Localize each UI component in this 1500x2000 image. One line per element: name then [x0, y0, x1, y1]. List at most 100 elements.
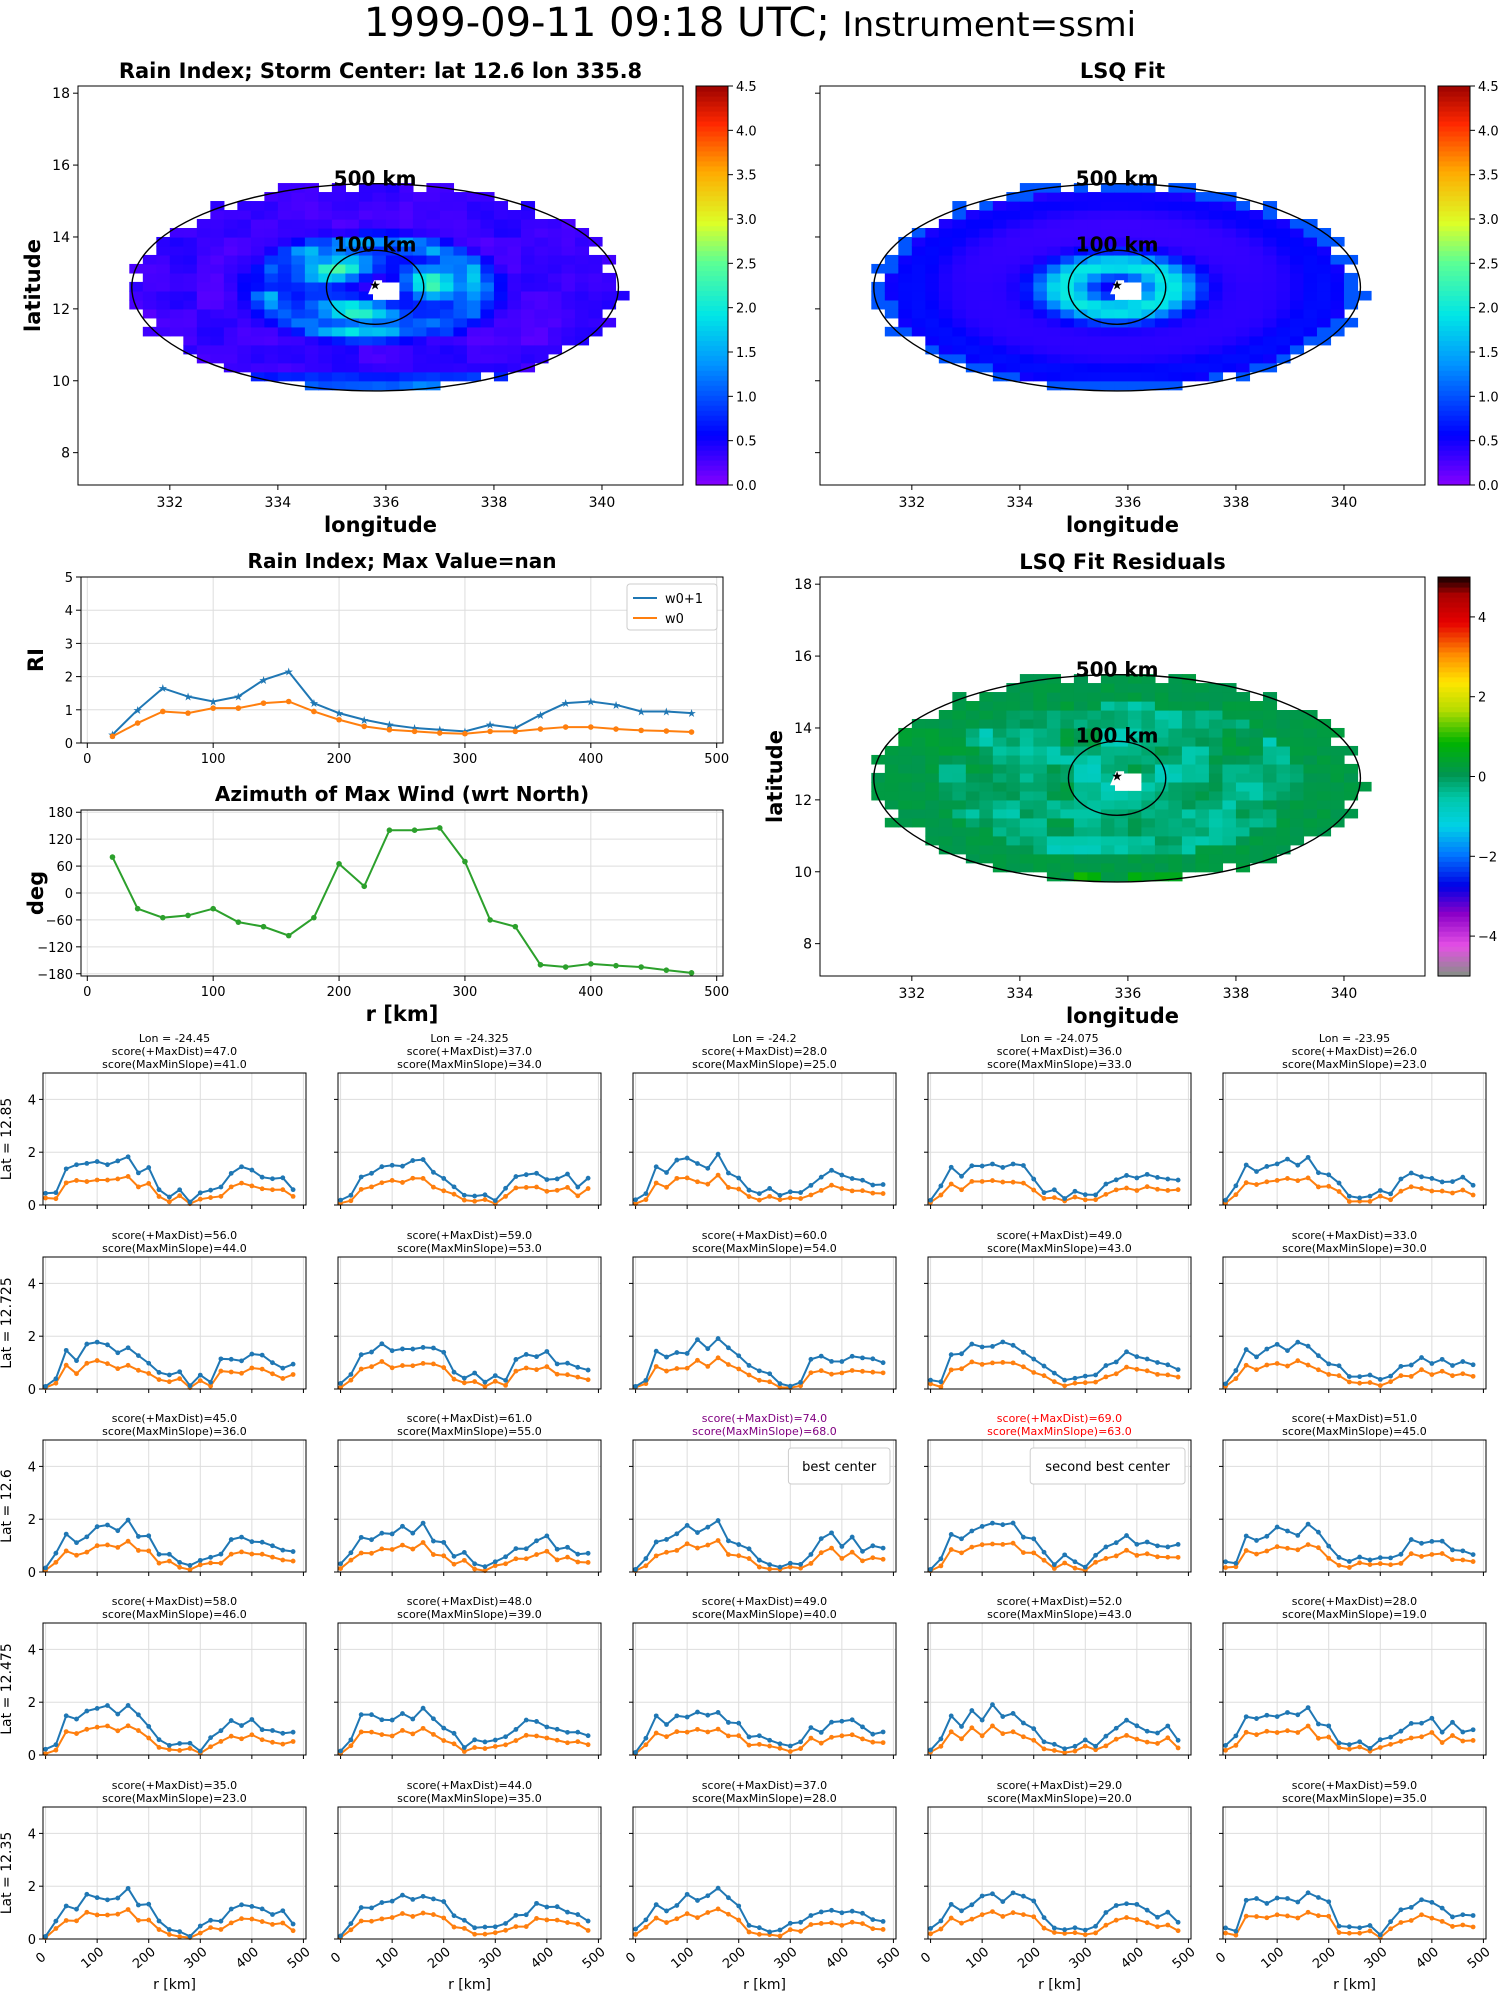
small-series-1-point: [389, 1162, 395, 1168]
residual-map-cell: [898, 754, 913, 765]
rain-map-cell: [561, 326, 576, 337]
residual-map-cell: [1154, 862, 1170, 873]
small-series-1-point: [705, 1712, 711, 1718]
lsq-map-cell: [871, 281, 886, 292]
lsq-map-cell: [1303, 254, 1318, 265]
small-series-0-point: [259, 1366, 265, 1372]
rain-map-cell: [264, 236, 279, 247]
lsq-map-cell: [979, 236, 994, 247]
rain-map-cell: [169, 317, 184, 328]
residual-map-cell: [1033, 790, 1048, 801]
rain-map-cell: [358, 201, 373, 211]
rain-map-cell: [507, 236, 522, 247]
rain-map-cell: [399, 281, 414, 292]
small-series-0-point: [767, 1566, 773, 1572]
small-series-1-point: [270, 1543, 275, 1549]
small-series-0-point: [239, 1916, 244, 1922]
residual-map-cell: [1006, 853, 1021, 864]
rain-map-cell: [534, 254, 549, 265]
lsq-map-cell: [1087, 299, 1102, 310]
lsq-map-cell: [1168, 219, 1183, 229]
residual-map-cell: [925, 736, 940, 747]
residual-map-cell: [1073, 745, 1088, 756]
lsq-map-cell: [1330, 317, 1345, 328]
lsq-map-cell: [992, 362, 1007, 373]
rain-map-cell: [250, 317, 265, 328]
small-series-0-point: [1010, 1179, 1016, 1185]
residual-map-cell: [1154, 799, 1170, 810]
small-series-1-point: [1419, 1355, 1424, 1360]
lsq-map-cell: [979, 210, 994, 220]
lsq-map-cell: [992, 254, 1007, 265]
lsq-map-cell: [1168, 353, 1183, 364]
small-series-1-point: [1062, 1377, 1068, 1383]
rain-map-xtick-label: 340: [589, 495, 616, 511]
residual-map-cell: [1141, 871, 1156, 882]
small-series-0-point: [1134, 1917, 1140, 1922]
rain-map-cell: [318, 192, 333, 202]
small-series-0-point: [777, 1197, 783, 1203]
lsq-map-cell: [1100, 299, 1115, 310]
rain-map-cell: [142, 263, 157, 274]
residual-map-cell: [1222, 701, 1237, 711]
rain-map-ytick-label: 16: [52, 158, 70, 174]
lsq-map-cell: [1114, 308, 1129, 319]
residual-map-cell: [1195, 790, 1210, 801]
lsq-map-colorbar-step: [1438, 235, 1470, 242]
small-series-0-point: [565, 1920, 570, 1925]
lsq-map-colorbar-step: [1438, 440, 1470, 446]
small-frame: [42, 1256, 307, 1390]
small-series-1-point: [726, 1538, 731, 1544]
small-series-1-point: [554, 1361, 560, 1367]
small-score-maxdist: score(+MaxDist)=74.0: [702, 1412, 827, 1425]
residual-map-cell: [1181, 853, 1197, 864]
small-series-1-point: [829, 1167, 834, 1173]
residual-map-cell: [1073, 754, 1088, 765]
small-series-0-point: [1336, 1745, 1342, 1751]
residual-map-ytick-label: 16: [794, 649, 812, 665]
residual-map-cell: [1046, 844, 1061, 855]
rain-index-series-0-point: ★: [359, 714, 369, 727]
residual-map-cell: [1087, 781, 1102, 792]
rain-map-colorbar-step: [696, 170, 728, 177]
residual-map-cell: [1033, 701, 1048, 711]
lsq-map-cell: [1208, 299, 1224, 310]
residual-map-cell: [1060, 718, 1075, 729]
lsq-map-cell: [965, 317, 980, 328]
rain-map-cell: [358, 236, 373, 247]
small-series-1-point: [1041, 1363, 1047, 1369]
small-series-1-point: [218, 1356, 224, 1362]
rain-map-cell: [588, 299, 603, 310]
small-series-0-point: [482, 1931, 488, 1937]
rain-map-cell: [426, 245, 441, 256]
rain-map-circle-500: [131, 182, 620, 392]
small-series-0-point: [1336, 1562, 1342, 1568]
lsq-map-cell: [965, 272, 980, 283]
rain-map-cell: [210, 299, 225, 310]
rain-map-cell: [574, 281, 590, 292]
small-xtick-label: 300: [1362, 1945, 1391, 1972]
small-series-1-point: [1419, 1720, 1424, 1726]
rain-map-xtick-label: 334: [264, 495, 291, 511]
residual-map-cell: [898, 790, 913, 801]
lsq-map-cell: [1181, 192, 1197, 202]
small-series-1-point: [358, 1174, 364, 1180]
small-series-1-point: [1419, 1540, 1424, 1546]
lsq-map-cell: [1141, 183, 1156, 193]
lsq-map-cell: [1073, 335, 1088, 346]
azimuth-series-0-point: [361, 883, 368, 890]
rain-map-colorbar-step: [696, 215, 728, 222]
residual-map-cell: [925, 808, 940, 819]
residual-map-cell: [1019, 763, 1034, 774]
small-series-0-point: [1357, 1744, 1363, 1750]
small-series-1-point: [1367, 1745, 1373, 1751]
small-series-0-point: [43, 1195, 48, 1201]
rain-map-cell: [399, 219, 414, 229]
small-series-0-point: [839, 1733, 845, 1739]
rain-map-colorbar-tick-label: 2.5: [736, 257, 757, 272]
small-series-1-point: [767, 1371, 773, 1377]
small-series-0-point: [1295, 1730, 1301, 1735]
small-series-1-point: [146, 1901, 152, 1907]
small-series-0-point: [94, 1912, 100, 1918]
